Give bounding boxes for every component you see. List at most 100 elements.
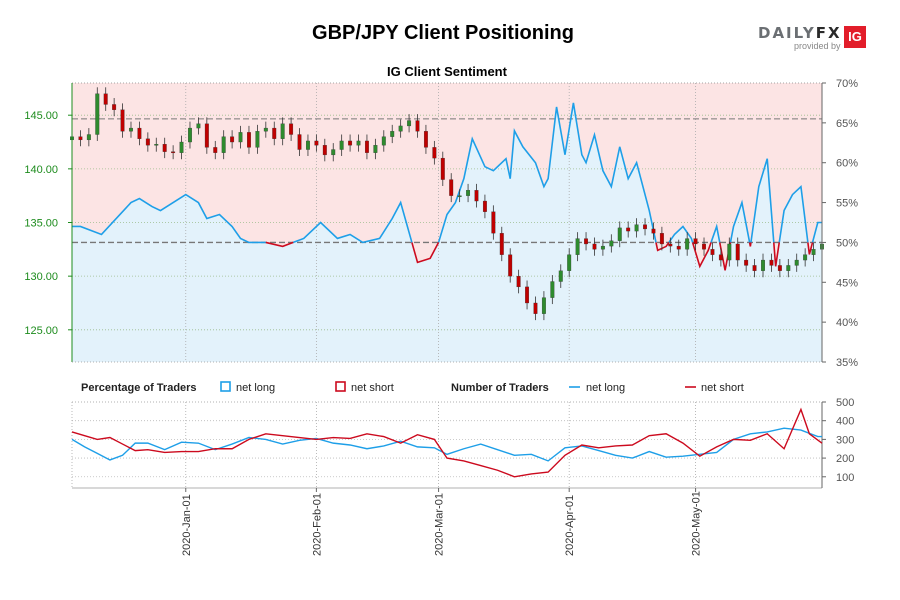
candle-body xyxy=(263,127,268,132)
candle-body xyxy=(651,228,656,234)
candle-body xyxy=(550,281,555,298)
net-long-pct-line xyxy=(710,223,721,243)
candle-body xyxy=(693,238,698,245)
candle-body xyxy=(777,265,782,271)
percent-tick-label: 40% xyxy=(836,317,858,329)
legend-pct-short-label: net short xyxy=(351,382,394,394)
candle-body xyxy=(457,195,462,198)
candle-body xyxy=(145,138,150,146)
candle-body xyxy=(162,144,167,152)
candle-body xyxy=(95,93,100,135)
net-short-pct-line xyxy=(691,242,712,269)
candle-body xyxy=(567,254,572,271)
candle-body xyxy=(398,125,403,132)
net-long-pct-line xyxy=(729,199,751,243)
percent-tick-label: 55% xyxy=(836,198,858,210)
candle-body xyxy=(390,131,395,137)
candle-body xyxy=(78,136,83,141)
candle-body xyxy=(482,200,487,212)
candle-body xyxy=(769,259,774,266)
candle-body xyxy=(255,131,260,148)
date-tick-label: 2020-Jan-01 xyxy=(181,494,193,556)
candle-body xyxy=(331,149,336,156)
candle-body xyxy=(735,243,740,261)
date-tick-label: 2020-Apr-01 xyxy=(564,495,576,556)
date-tick-label: 2020-Feb-01 xyxy=(311,493,323,556)
candle-body xyxy=(659,233,664,245)
candle-body xyxy=(230,136,235,143)
percent-tick-label: 60% xyxy=(836,158,858,170)
candle-body xyxy=(314,140,319,146)
candle-body xyxy=(423,131,428,148)
percent-tick-label: 65% xyxy=(836,118,858,130)
date-tick-label: 2020-May-01 xyxy=(691,491,703,556)
net-long-pct-line xyxy=(811,221,822,243)
legend-num-short-label: net short xyxy=(701,382,744,394)
candle-body xyxy=(685,238,690,250)
price-tick-label: 125.00 xyxy=(24,325,58,337)
candle-body xyxy=(381,136,386,146)
net-short-pct-line xyxy=(772,242,781,267)
net-short-pct-line xyxy=(265,241,294,248)
net-long-pct-line xyxy=(72,193,266,244)
candle-body xyxy=(794,259,799,266)
candle-body xyxy=(626,227,631,232)
candle-body xyxy=(710,249,715,255)
net-long-pct-line xyxy=(668,225,694,243)
percent-tick-label: 35% xyxy=(836,357,858,369)
candle-body xyxy=(188,127,192,143)
candle-body xyxy=(280,123,285,139)
candle-body xyxy=(702,243,706,250)
candle-body xyxy=(533,302,538,314)
logo-provided-by: provided by xyxy=(794,41,841,51)
candle-body xyxy=(508,254,513,277)
candle-body xyxy=(407,120,412,127)
candle-body xyxy=(592,243,597,250)
candle-body xyxy=(600,245,605,250)
candle-body xyxy=(499,233,504,255)
candle-body xyxy=(525,286,530,304)
candle-body xyxy=(272,127,277,139)
candle-body xyxy=(541,297,546,314)
candle-body xyxy=(634,224,639,232)
percent-tick-label: 70% xyxy=(836,78,858,90)
candle-body xyxy=(718,254,723,261)
legend-num-long-label: net long xyxy=(586,382,625,394)
percent-tick-label: 50% xyxy=(836,237,858,249)
candle-body xyxy=(289,123,294,135)
candle-body xyxy=(129,127,133,132)
candle-body xyxy=(761,259,765,271)
logo-fx: FX xyxy=(815,24,842,42)
net-short-pct-line xyxy=(807,242,814,255)
candle-body xyxy=(364,140,369,153)
candle-body xyxy=(213,147,218,153)
candle-body xyxy=(415,120,420,132)
candle-body xyxy=(811,249,816,255)
candle-body xyxy=(466,190,471,196)
legend-pct-long-swatch xyxy=(220,381,231,392)
legend-percentage-title: Percentage of Traders xyxy=(81,382,197,394)
candle-body xyxy=(617,227,622,241)
candle-body xyxy=(744,259,749,266)
candle-body xyxy=(306,140,310,150)
price-tick-label: 130.00 xyxy=(24,271,58,283)
candle-body xyxy=(171,151,176,154)
candle-body xyxy=(112,104,117,110)
candle-body xyxy=(373,145,378,153)
candle-body xyxy=(297,134,302,150)
candle-body xyxy=(558,270,563,282)
net-short-pct-line xyxy=(411,242,440,264)
candle-body xyxy=(449,179,454,196)
candle-body xyxy=(440,157,445,180)
legend-pct-short-swatch xyxy=(335,381,346,392)
candle-body xyxy=(120,109,125,132)
price-tick-label: 135.00 xyxy=(24,218,58,230)
chart-title: GBP/JPY Client Positioning xyxy=(312,22,574,44)
chart-subtitle: IG Client Sentiment xyxy=(387,64,507,79)
net-long-pct-line xyxy=(292,200,413,244)
count-short-line xyxy=(71,407,823,478)
candle-body xyxy=(752,265,757,271)
candle-body xyxy=(179,141,184,153)
dailyfx-logo: DAILYFX provided by IG xyxy=(758,24,870,51)
